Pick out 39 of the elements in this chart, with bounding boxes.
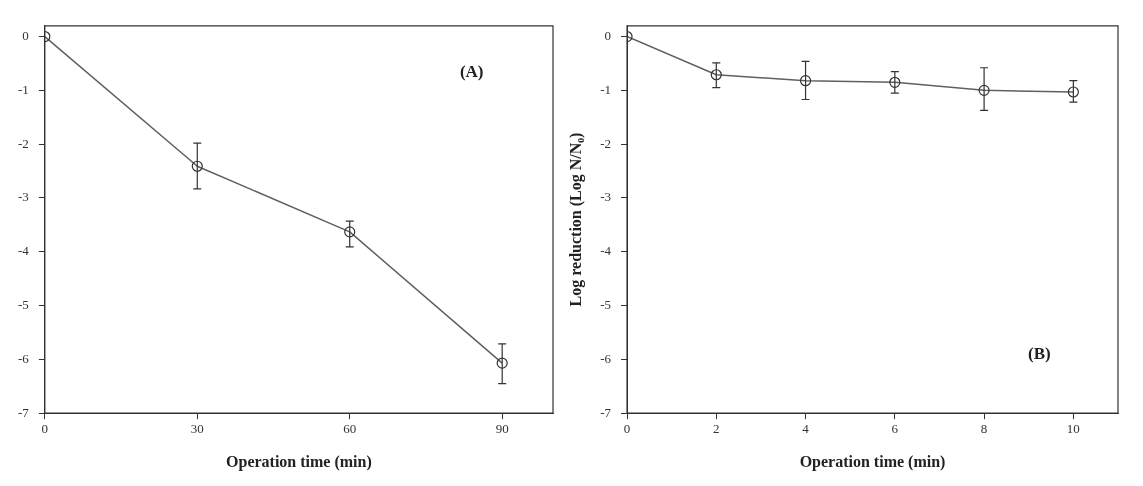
y-tick-label: -6 [600,350,612,366]
y-tick-label: -1 [600,81,612,97]
x-axis-title: Operation time (min) [799,452,946,471]
x-tick-label: 10 [1066,421,1080,437]
y-tick-label: -7 [600,404,612,420]
y-tick-label: -5 [17,297,29,313]
x-tick-label: 60 [343,421,357,437]
x-tick-label: 90 [495,421,509,437]
point [978,84,990,96]
annotation: (B) [1028,344,1051,364]
x-tick-label: 4 [802,421,810,437]
point [496,357,508,369]
y-tick-label: -6 [17,350,30,366]
y-tick-label: 0 [22,27,29,43]
x-tick-label: 2 [713,421,720,437]
y-tick-label: -5 [600,297,612,313]
y-tick-label: 0 [604,27,612,43]
annotation: (A) [459,61,484,81]
point [710,69,722,81]
point [191,160,203,172]
x-tick-label: 0 [41,421,49,437]
x-tick-label: 6 [891,421,899,437]
x-tick-label: 0 [623,421,631,437]
y-tick-label: -2 [17,135,29,151]
y-tick-label: -3 [17,189,29,205]
y-tick-label: -4 [600,243,612,259]
x-tick-label: 30 [190,421,204,437]
x-axis-title: Operation time (min) [226,452,372,471]
y-tick-label: -3 [600,189,612,205]
y-tick-label: -7 [17,404,30,420]
point [1067,86,1079,98]
y-tick-label: -2 [600,135,612,151]
point [799,75,812,87]
x-tick-label: 8 [980,421,988,437]
point [889,76,901,88]
y-axis-title: Log reduction (Log N/N₀) [566,132,585,307]
point [344,226,356,238]
y-tick-label: -1 [17,81,29,97]
y-tick-label: -4 [17,243,30,259]
